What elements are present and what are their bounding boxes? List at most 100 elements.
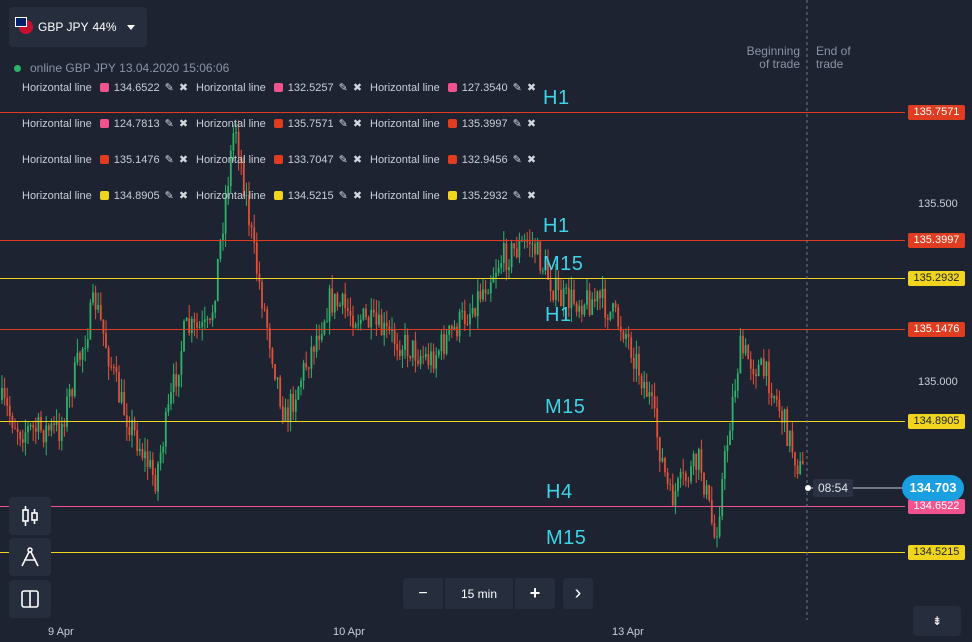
candle-body: [183, 321, 185, 352]
pencil-icon[interactable]: ✎: [338, 154, 348, 166]
pencil-icon[interactable]: ✎: [512, 154, 522, 166]
candle-body: [268, 327, 271, 349]
candle-body: [229, 150, 232, 187]
collapse-icon: ⇟: [931, 614, 943, 628]
drawing-label: Horizontal line: [196, 81, 266, 94]
candle-body: [84, 347, 87, 349]
candle-body: [352, 315, 354, 328]
candle-body: [484, 289, 487, 294]
candle-body: [726, 445, 729, 452]
close-icon[interactable]: ✖: [352, 118, 363, 130]
candle-body: [791, 430, 794, 453]
close-icon[interactable]: ✖: [178, 82, 189, 94]
candle-body: [684, 472, 687, 481]
candle-body: [365, 308, 367, 318]
candle-body: [635, 354, 638, 369]
close-icon[interactable]: ✖: [352, 190, 363, 202]
pencil-icon[interactable]: ✎: [164, 118, 174, 130]
candle-body: [783, 409, 786, 423]
color-swatch[interactable]: [273, 119, 283, 128]
drawing-value: 132.5257: [287, 81, 334, 94]
collapse-button[interactable]: ⇟: [913, 606, 961, 636]
candle-body: [105, 333, 107, 349]
pencil-icon[interactable]: ✎: [338, 118, 348, 130]
candle-body: [320, 334, 323, 340]
close-icon[interactable]: ✖: [178, 190, 189, 202]
pencil-icon[interactable]: ✎: [164, 190, 174, 202]
drawing-tools-button[interactable]: [9, 538, 51, 576]
level-timeframe-label: M15: [546, 526, 587, 549]
level-timeframe-label: M15: [545, 395, 586, 418]
drawing-value: 132.9456: [461, 153, 508, 166]
level-price-tag: 134.8905: [908, 413, 965, 429]
scroll-next-button[interactable]: ›: [563, 578, 593, 609]
timeframe-increase-button[interactable]: +: [515, 578, 555, 609]
color-swatch[interactable]: [273, 155, 283, 164]
timeframe-decrease-button[interactable]: −: [403, 578, 443, 609]
candle-body: [138, 448, 141, 451]
chart-type-button[interactable]: [9, 497, 51, 535]
candle-body: [788, 430, 791, 447]
pencil-icon[interactable]: ✎: [512, 190, 522, 202]
color-swatch[interactable]: [447, 83, 457, 92]
pencil-icon[interactable]: ✎: [512, 118, 522, 130]
color-swatch[interactable]: [447, 191, 457, 200]
close-icon[interactable]: ✖: [526, 118, 537, 130]
color-swatch[interactable]: [99, 119, 109, 128]
candle-body: [344, 293, 347, 309]
close-icon[interactable]: ✖: [178, 118, 189, 130]
close-icon[interactable]: ✖: [526, 82, 537, 94]
drawing-value: 135.1476: [113, 153, 160, 166]
candle-body: [276, 377, 279, 380]
color-swatch[interactable]: [99, 83, 109, 92]
candle-body: [638, 354, 640, 376]
layout-button[interactable]: [9, 580, 51, 618]
drawing-value: 135.2932: [461, 189, 508, 202]
asset-selector[interactable]: GBP JPY 44%: [9, 7, 147, 47]
pencil-icon[interactable]: ✎: [164, 82, 174, 94]
color-swatch[interactable]: [273, 83, 283, 92]
candle-body: [198, 326, 201, 328]
pencil-icon[interactable]: ✎: [164, 154, 174, 166]
candle-body: [29, 424, 32, 427]
candle-body: [89, 302, 92, 339]
candle-body: [27, 426, 29, 433]
candle-body: [778, 399, 781, 411]
candle-body: [232, 133, 235, 151]
pencil-icon[interactable]: ✎: [338, 190, 348, 202]
candle-body: [177, 374, 180, 387]
color-swatch[interactable]: [447, 155, 457, 164]
close-icon[interactable]: ✖: [178, 154, 189, 166]
candle-body: [102, 319, 105, 334]
candle-body: [73, 362, 76, 397]
close-icon[interactable]: ✖: [526, 190, 537, 202]
close-icon[interactable]: ✖: [352, 154, 363, 166]
color-swatch[interactable]: [447, 119, 457, 128]
close-icon[interactable]: ✖: [352, 82, 363, 94]
color-swatch[interactable]: [273, 191, 283, 200]
candle-body: [625, 334, 627, 339]
drawing-item: Horizontal line 135.3997 ✎ ✖: [370, 117, 544, 131]
pencil-icon[interactable]: ✎: [338, 82, 348, 94]
candle-body: [651, 392, 653, 397]
candle-body: [263, 308, 266, 310]
trade-begin-line1: Beginning: [746, 44, 800, 58]
drawing-label: Horizontal line: [370, 189, 440, 202]
pencil-icon[interactable]: ✎: [512, 82, 522, 94]
drawing-item: Horizontal line 135.7571 ✎ ✖: [196, 117, 370, 131]
candle-body: [614, 303, 617, 308]
candle-body: [99, 304, 102, 320]
color-swatch[interactable]: [99, 191, 109, 200]
drawing-list-row: Horizontal line 134.8905 ✎ ✖ Horizontal line…: [22, 189, 544, 203]
candle-body: [567, 287, 570, 309]
candlestick-icon: [22, 506, 38, 526]
candle-body: [687, 480, 690, 482]
candle-body: [430, 351, 432, 366]
candle-body: [281, 406, 284, 422]
candle-body: [55, 421, 58, 425]
close-icon[interactable]: ✖: [526, 154, 537, 166]
timeframe-value[interactable]: 15 min: [445, 578, 513, 609]
color-swatch[interactable]: [99, 155, 109, 164]
candle-body: [146, 451, 149, 468]
